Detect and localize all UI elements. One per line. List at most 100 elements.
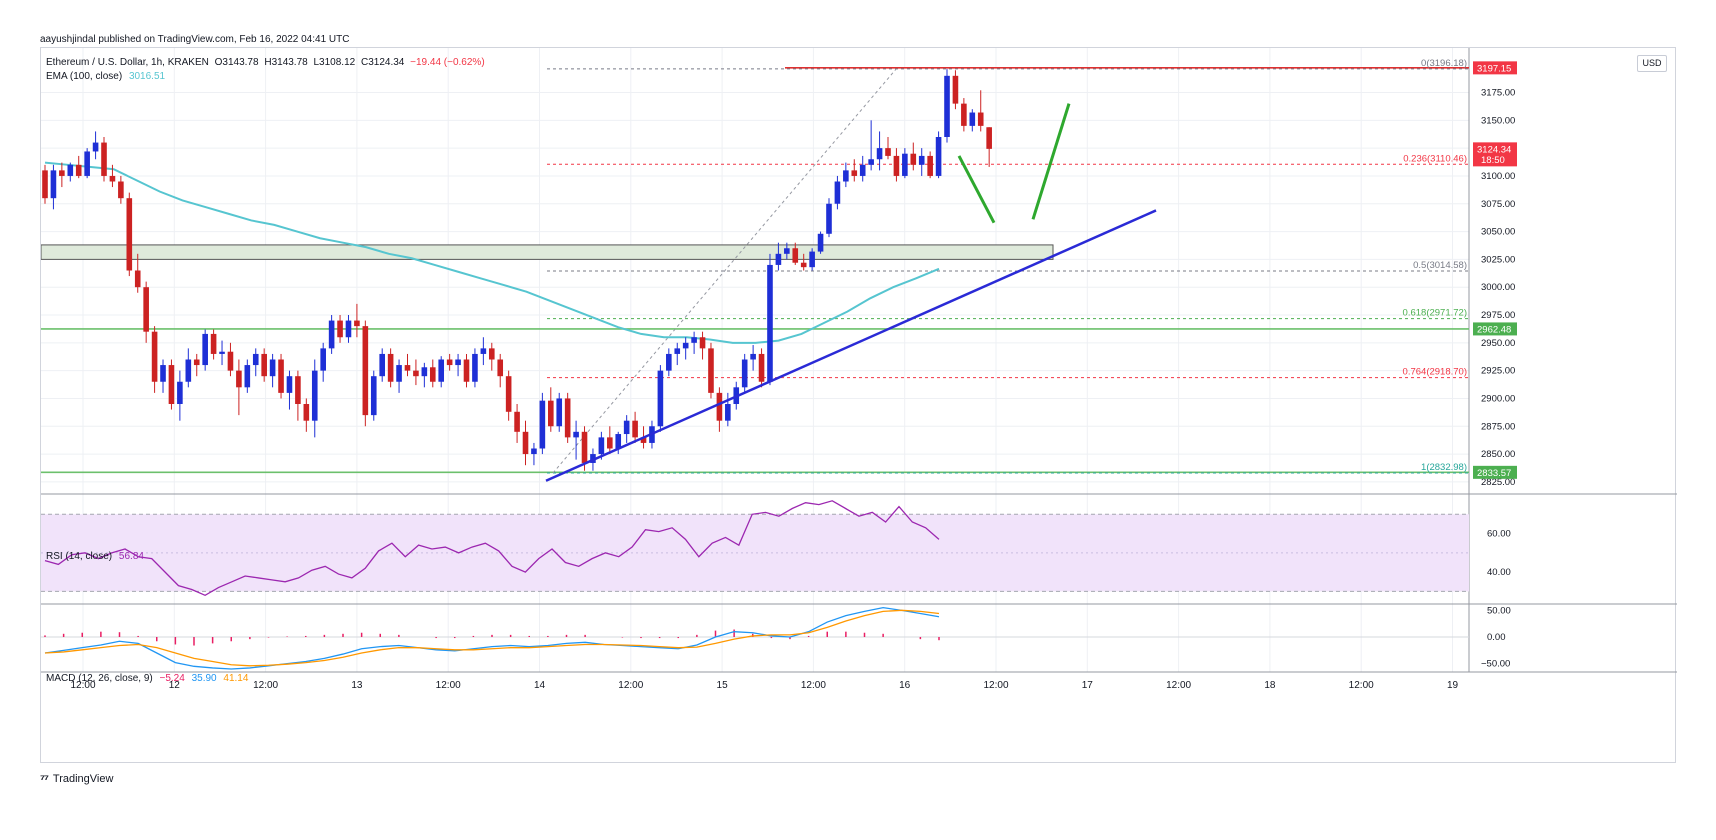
candle-body	[379, 353, 385, 377]
candle	[438, 356, 445, 388]
candle-body	[488, 348, 495, 360]
signal-line	[44, 609, 940, 667]
candle	[784, 242, 790, 260]
symbol-label: Ethereum / U.S. Dollar, 1h, KRAKEN	[46, 57, 209, 68]
rsi-tick-label: 40.00	[1487, 567, 1511, 578]
price-tick-label: 3025.00	[1481, 254, 1515, 265]
candle	[623, 415, 630, 443]
candle-body	[876, 148, 883, 160]
candle-body	[244, 365, 251, 388]
publisher-line: aayushjindal published on TradingView.co…	[40, 34, 350, 45]
candle-body	[674, 348, 681, 354]
rsi-value: 56.84	[118, 551, 144, 562]
candle	[817, 231, 824, 254]
low-value: L3108.12	[313, 57, 356, 68]
candle-body	[387, 353, 394, 382]
candle-body	[615, 434, 622, 449]
candle	[421, 362, 428, 388]
candle-body	[573, 431, 579, 438]
rsi-label: RSI (14, close)	[46, 551, 113, 562]
candle-body	[859, 164, 866, 176]
price-label: 2833.57	[1477, 468, 1511, 479]
candle-body	[463, 359, 470, 382]
candle-body	[193, 359, 200, 366]
candle	[311, 359, 318, 438]
candle-body	[261, 353, 267, 377]
candle-body	[286, 376, 293, 393]
candle-body	[134, 270, 141, 288]
change-value: −19.44 (−0.62%)	[410, 57, 485, 68]
currency-button[interactable]: USD	[1637, 55, 1667, 72]
candle	[151, 326, 158, 393]
candle-body	[691, 337, 697, 343]
candle	[413, 359, 419, 386]
candle-body	[480, 348, 487, 354]
candle-body	[539, 400, 546, 449]
candle	[278, 353, 284, 399]
candle	[463, 353, 470, 388]
open-value: O3143.78	[214, 57, 259, 68]
rsi-band	[41, 514, 1469, 592]
candle	[472, 348, 478, 388]
rsi-legend: RSI (14, close) 56.84	[46, 551, 144, 562]
candle-body	[370, 376, 377, 416]
candle	[269, 353, 276, 388]
candle	[573, 420, 579, 460]
candle	[42, 164, 48, 204]
candle	[303, 398, 310, 432]
candle-body	[868, 159, 874, 165]
candle	[354, 303, 360, 338]
candle-body	[927, 155, 933, 176]
macd-value: −5.24	[159, 673, 185, 684]
candle-body	[337, 320, 343, 338]
candle	[632, 411, 638, 443]
fib-diagonal	[552, 68, 897, 474]
candle-body	[396, 365, 402, 382]
price-tick-label: 2975.00	[1481, 310, 1515, 321]
macd-line	[44, 607, 940, 670]
candle-body	[118, 181, 124, 199]
close-value: C3124.34	[361, 57, 405, 68]
candle-body	[767, 264, 773, 382]
chart-svg[interactable]: 0(3196.18) 0.236(3110.46) 0.5(3014.58) 0.61…	[40, 48, 1677, 764]
candle	[977, 90, 984, 132]
macd-tick-label: −50.00	[1481, 659, 1510, 670]
candle	[826, 198, 832, 238]
candle-body	[725, 404, 731, 421]
candle-body	[826, 203, 832, 234]
candle	[615, 431, 622, 455]
price-tick-label: 3075.00	[1481, 199, 1515, 210]
price-label-time: 18:50	[1481, 155, 1505, 166]
tradingview-logo-icon: ⁷⁷	[40, 772, 49, 786]
candle	[387, 348, 394, 388]
candle	[682, 337, 689, 360]
candle-body	[354, 320, 360, 327]
candle-body	[472, 353, 478, 382]
candle	[952, 70, 959, 110]
candle	[379, 348, 385, 382]
candle-body	[455, 359, 461, 366]
candle	[219, 340, 225, 366]
candle	[50, 164, 57, 210]
price-label-box	[1473, 61, 1517, 75]
candle	[522, 420, 529, 466]
candle	[455, 353, 461, 377]
candle	[859, 155, 866, 182]
candle	[160, 359, 166, 393]
price-tick-label: 3150.00	[1481, 115, 1515, 126]
support-zone	[40, 244, 1054, 260]
candle	[666, 348, 672, 377]
high-value: H3143.78	[264, 57, 308, 68]
candle	[885, 137, 891, 160]
candle-body	[59, 170, 65, 176]
candle-body	[800, 262, 807, 268]
candle-body	[977, 112, 984, 126]
ema-line	[44, 161, 940, 344]
candle	[868, 120, 874, 171]
price-tick-label: 3175.00	[1481, 88, 1515, 99]
candle	[716, 387, 723, 432]
candle-body	[666, 353, 672, 371]
price-tick-label: 2900.00	[1481, 393, 1515, 404]
candle	[109, 164, 116, 188]
candle-body	[101, 142, 107, 176]
